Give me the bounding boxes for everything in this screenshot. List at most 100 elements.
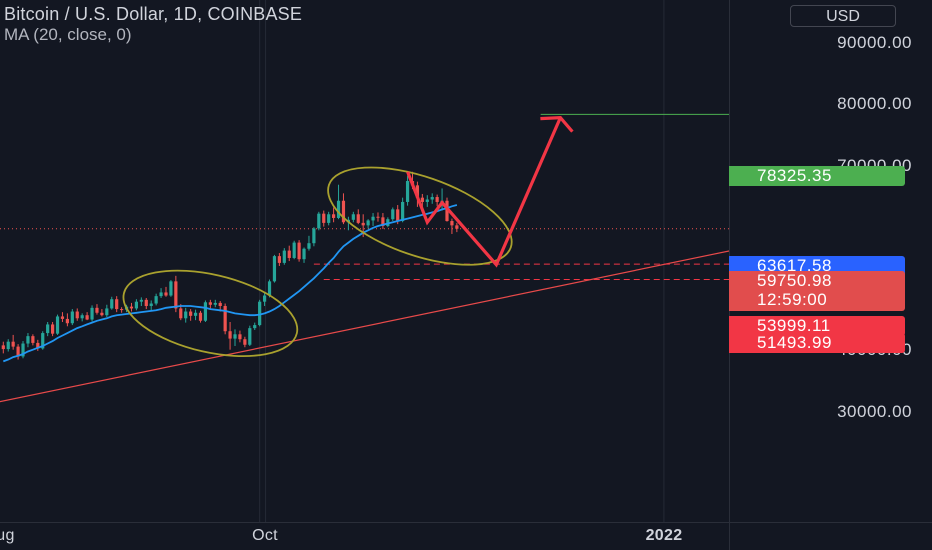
candle-body — [356, 214, 360, 223]
y-tick-label: 30000.00 — [837, 401, 912, 421]
candle-body — [203, 302, 208, 321]
candle-body — [11, 341, 15, 347]
candle-body — [243, 339, 247, 345]
currency-button[interactable]: USD — [790, 5, 896, 27]
price-tag-value: 51493.99 — [757, 333, 832, 352]
candle-body — [233, 334, 237, 339]
candle-body — [193, 312, 198, 316]
ma-line — [2, 204, 458, 363]
candle-body — [336, 200, 341, 218]
highlight-ellipse — [327, 166, 513, 266]
candle-body — [120, 309, 124, 311]
price-tag: 59750.98 12:59:00 — [729, 271, 905, 311]
candle-body — [60, 316, 65, 319]
candle-body — [1, 345, 5, 350]
candle-body — [445, 200, 449, 222]
candle-body — [420, 197, 424, 202]
candle-body — [134, 301, 139, 309]
candle-body — [371, 216, 375, 221]
price-tag: 78325.35 — [729, 166, 905, 186]
candle-body — [70, 311, 74, 324]
candle-body — [405, 181, 410, 202]
indicator-label[interactable]: MA (20, close, 0) — [4, 25, 132, 44]
candle-body — [332, 214, 336, 218]
candle-body — [287, 250, 291, 258]
candle-body — [322, 213, 326, 223]
candle-body — [105, 308, 109, 316]
candle-body — [55, 316, 60, 334]
x-tick-label: Oct — [252, 527, 278, 544]
candle-body — [425, 199, 429, 202]
annotations-layer — [122, 116, 574, 358]
chart-grid — [259, 0, 665, 522]
candle-body — [179, 308, 183, 319]
candle-body — [36, 342, 40, 349]
candle-body — [401, 201, 405, 222]
candle-body — [396, 209, 400, 222]
price-tag: 51493.99 — [729, 333, 905, 353]
candle-body — [317, 213, 321, 229]
price-tag-value: 78325.35 — [757, 166, 832, 185]
candle-body — [159, 292, 163, 297]
projection-path — [406, 116, 562, 268]
candle-body — [184, 311, 188, 319]
candle-body — [46, 324, 50, 334]
candle-body — [75, 311, 79, 319]
candle-body — [110, 299, 114, 309]
chart-legend: Bitcoin / U.S. Dollar, 1D, COINBASE MA (… — [4, 4, 302, 45]
candle-body — [129, 306, 134, 309]
candle-body — [381, 217, 385, 226]
candle-body — [65, 318, 69, 324]
candle-body — [144, 299, 148, 306]
y-tick-label: 80000.00 — [837, 94, 912, 114]
candle-body — [327, 214, 331, 223]
projection-arrowhead — [540, 116, 574, 133]
candle-body — [169, 281, 173, 296]
candle-body — [21, 343, 25, 357]
candle-body — [262, 295, 267, 302]
candle-body — [213, 302, 217, 305]
price-tag-value: 59750.98 — [757, 271, 832, 290]
candle-body — [366, 220, 370, 226]
candle-body — [415, 185, 420, 198]
x-tick-label: 2022 — [645, 527, 683, 544]
candle-body — [189, 311, 193, 316]
candle-body — [139, 299, 143, 302]
price-tag-value: 63617.58 — [757, 256, 832, 275]
moving-average-layer — [2, 204, 458, 363]
candle-body — [164, 292, 168, 296]
candle-body — [292, 242, 296, 258]
trendline-layer — [0, 250, 729, 403]
candle-body — [100, 312, 104, 316]
highlight-ellipse — [122, 269, 299, 358]
candle-body — [302, 248, 306, 260]
candle-body — [450, 221, 454, 226]
candle-body — [149, 303, 153, 306]
horizontal-levels-layer — [0, 113, 729, 281]
price-tag: 53999.11 — [729, 316, 905, 336]
candles-layer — [1, 171, 459, 360]
candle-body — [238, 334, 242, 340]
candle-body — [95, 307, 99, 313]
candle-body — [297, 242, 301, 260]
candle-body — [51, 324, 55, 334]
candle-body — [174, 281, 178, 309]
candle-body — [267, 281, 272, 296]
candle-body — [455, 225, 459, 229]
chart-title[interactable]: Bitcoin / U.S. Dollar, 1D, COINBASE — [4, 4, 303, 24]
candle-body — [248, 328, 252, 345]
candle-body — [154, 296, 158, 304]
candle-body — [435, 197, 439, 202]
candle-body — [218, 302, 222, 306]
candle-body — [361, 222, 365, 226]
candle-body — [198, 312, 203, 321]
candle-body — [253, 325, 257, 329]
candle-body — [223, 305, 227, 332]
candle-body — [282, 250, 286, 263]
candle-body — [430, 197, 434, 200]
candle-body — [307, 243, 311, 249]
y-tick-label: 90000.00 — [837, 32, 912, 52]
candle-body — [341, 200, 346, 223]
candle-body — [208, 302, 212, 305]
